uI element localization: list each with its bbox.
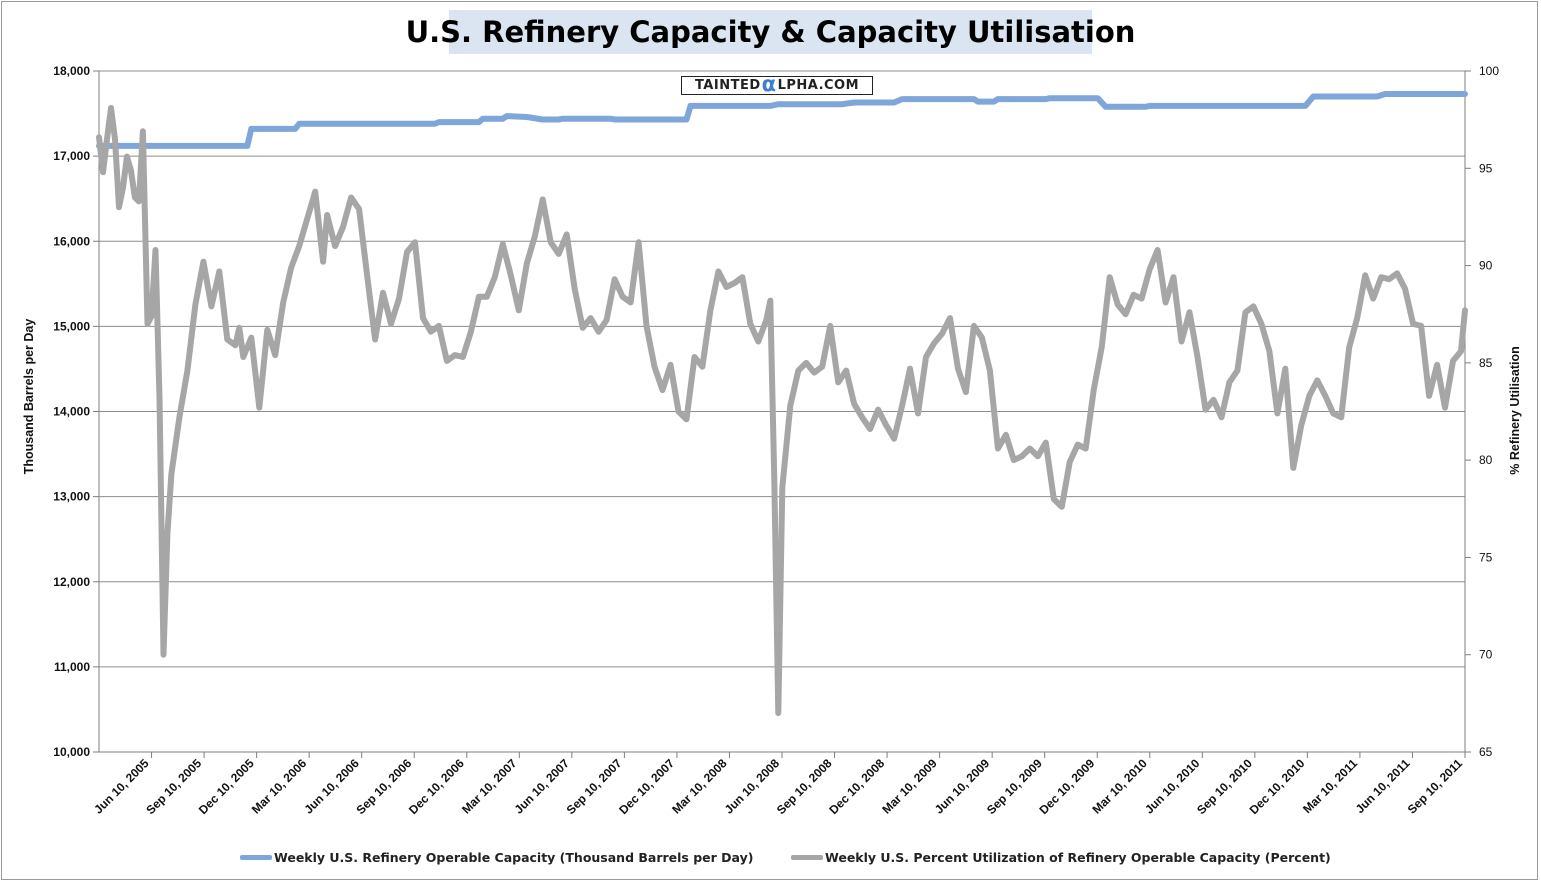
- y-right-tick-label: 65: [1479, 745, 1493, 759]
- y-left-tick-label: 17,000: [53, 149, 90, 163]
- x-tick-label: Mar 10, 2010: [1090, 756, 1151, 817]
- watermark-suffix: LPHA.COM: [777, 78, 860, 93]
- y-left-tick-label: 15,000: [53, 319, 90, 333]
- x-tick-label: Dec 10, 2010: [1247, 756, 1308, 817]
- y-right-axis-title: % Refinery Utilisation: [1508, 346, 1522, 475]
- series-line-capacity: [96, 91, 1468, 149]
- x-tick-label: Mar 10, 2008: [669, 756, 730, 817]
- legend-swatch-utilization: [791, 855, 823, 860]
- chart-title-box: U.S. Refinery Capacity & Capacity Utilis…: [406, 10, 1135, 54]
- y-right-tick-label: 100: [1479, 64, 1499, 78]
- y-left-tick-label: 13,000: [53, 490, 90, 504]
- x-tick-label: Mar 10, 2009: [879, 756, 940, 817]
- x-tick-label: Sep 10, 2011: [1405, 756, 1466, 817]
- y-left-tick-label: 18,000: [53, 64, 90, 78]
- watermark-logo: TAINTED α LPHA.COM: [681, 72, 873, 96]
- y-right-tick-label: 80: [1479, 453, 1493, 467]
- chart-title: U.S. Refinery Capacity & Capacity Utilis…: [405, 15, 1136, 49]
- y-left-tick-label: 10,000: [53, 745, 90, 759]
- x-tick-label: Dec 10, 2009: [1036, 756, 1097, 817]
- x-tick-label: Dec 10, 2007: [616, 756, 677, 817]
- x-tick-label: Dec 10, 2005: [196, 756, 257, 817]
- legend-label-capacity: Weekly U.S. Refinery Operable Capacity (…: [274, 850, 754, 865]
- x-tick-label: Mar 10, 2006: [249, 756, 310, 817]
- y-right-tick-label: 95: [1479, 161, 1493, 175]
- y-left-tick-label: 12,000: [53, 575, 90, 589]
- x-tick-label: Mar 10, 2007: [459, 756, 520, 817]
- series-line-utilization: [96, 105, 1468, 717]
- y-left-tick-label: 16,000: [53, 234, 90, 248]
- y-left-tick-label: 11,000: [54, 660, 90, 674]
- legend-item-utilization: Weekly U.S. Percent Utilization of Refin…: [791, 850, 1331, 865]
- x-tick-label: Mar 10, 2011: [1300, 756, 1360, 816]
- y-left-tick-label: 14,000: [53, 405, 90, 419]
- x-tick-label: Dec 10, 2008: [826, 756, 887, 817]
- y-right-tick-label: 70: [1479, 648, 1493, 662]
- legend-label-utilization: Weekly U.S. Percent Utilization of Refin…: [825, 850, 1331, 865]
- watermark-prefix: TAINTED: [694, 78, 761, 93]
- x-tick-label: Dec 10, 2006: [406, 756, 467, 817]
- y-right-tick-label: 75: [1479, 550, 1493, 564]
- watermark-alpha-glyph: α: [761, 72, 777, 96]
- y-right-tick-label: 85: [1479, 356, 1493, 370]
- y-right-tick-label: 90: [1479, 259, 1493, 273]
- legend-item-capacity: Weekly U.S. Refinery Operable Capacity (…: [240, 850, 753, 865]
- y-left-axis-title: Thousand Barrels per Day: [22, 319, 36, 475]
- legend-swatch-capacity: [240, 855, 272, 860]
